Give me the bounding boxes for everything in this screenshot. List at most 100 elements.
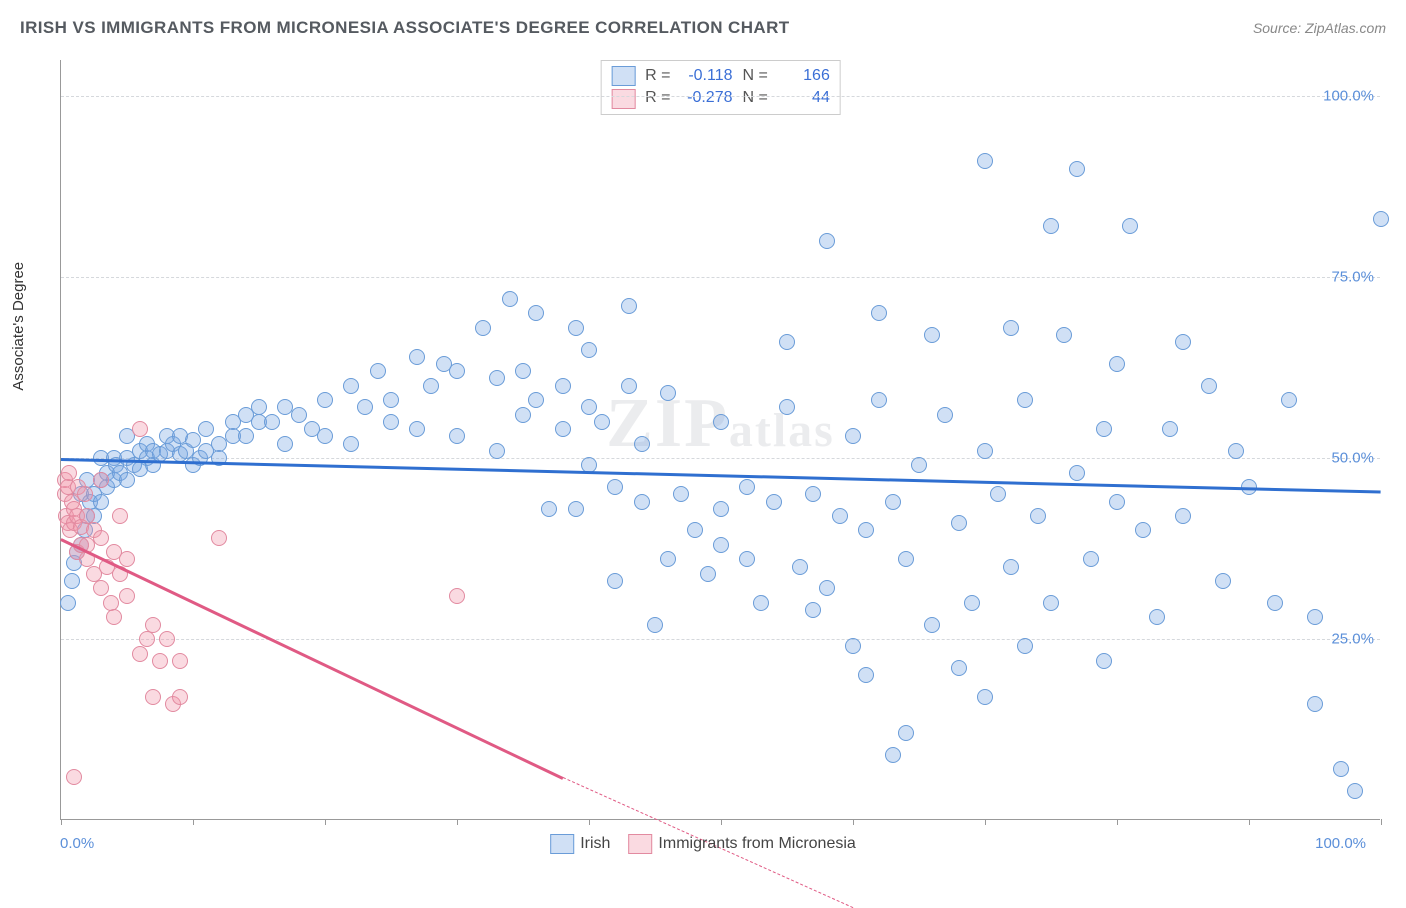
scatter-point-irish [383, 414, 399, 430]
scatter-point-irish [871, 392, 887, 408]
scatter-point-micronesia [112, 508, 128, 524]
scatter-point-irish [858, 522, 874, 538]
scatter-point-irish [383, 392, 399, 408]
scatter-point-irish [1175, 508, 1191, 524]
scatter-point-irish [1281, 392, 1297, 408]
scatter-point-irish [528, 305, 544, 321]
scatter-point-irish [1122, 218, 1138, 234]
scatter-point-irish [924, 327, 940, 343]
scatter-point-irish [687, 522, 703, 538]
scatter-point-irish [1043, 218, 1059, 234]
scatter-point-irish [1307, 696, 1323, 712]
scatter-point-irish [594, 414, 610, 430]
scatter-point-irish [964, 595, 980, 611]
scatter-point-irish [1228, 443, 1244, 459]
scatter-point-micronesia [132, 421, 148, 437]
n-value-irish: 166 [778, 65, 830, 87]
trendline-irish [61, 458, 1381, 493]
scatter-point-irish [805, 602, 821, 618]
scatter-point-irish [621, 378, 637, 394]
x-tick [457, 819, 458, 825]
scatter-point-irish [819, 580, 835, 596]
source-attribution: Source: ZipAtlas.com [1253, 20, 1386, 36]
r-value-irish: -0.118 [681, 65, 733, 87]
scatter-point-irish [317, 392, 333, 408]
scatter-point-micronesia [93, 580, 109, 596]
scatter-point-irish [449, 428, 465, 444]
x-tick [589, 819, 590, 825]
series-legend: Irish Immigrants from Micronesia [550, 834, 856, 854]
scatter-point-irish [1215, 573, 1231, 589]
scatter-point-irish [621, 298, 637, 314]
scatter-point-irish [660, 551, 676, 567]
scatter-point-irish [1201, 378, 1217, 394]
scatter-point-irish [885, 747, 901, 763]
scatter-point-irish [845, 428, 861, 444]
scatter-point-irish [264, 414, 280, 430]
scatter-point-irish [343, 436, 359, 452]
scatter-point-irish [409, 421, 425, 437]
scatter-point-micronesia [449, 588, 465, 604]
scatter-point-irish [898, 551, 914, 567]
scatter-point-micronesia [172, 653, 188, 669]
scatter-point-irish [343, 378, 359, 394]
scatter-point-micronesia [66, 769, 82, 785]
scatter-point-irish [845, 638, 861, 654]
scatter-point-irish [449, 363, 465, 379]
scatter-point-micronesia [93, 472, 109, 488]
scatter-point-irish [60, 595, 76, 611]
scatter-point-irish [634, 494, 650, 510]
scatter-point-irish [1030, 508, 1046, 524]
scatter-point-irish [64, 573, 80, 589]
scatter-point-irish [977, 689, 993, 705]
scatter-point-irish [858, 667, 874, 683]
swatch-irish [550, 834, 574, 854]
x-tick [721, 819, 722, 825]
x-tick [193, 819, 194, 825]
scatter-point-irish [634, 436, 650, 452]
scatter-point-irish [489, 370, 505, 386]
scatter-point-irish [1109, 356, 1125, 372]
scatter-point-micronesia [172, 689, 188, 705]
scatter-point-irish [911, 457, 927, 473]
plot-area: ZIPatlas R = -0.118 N = 166 R = -0.278 N… [60, 60, 1380, 820]
scatter-point-irish [515, 363, 531, 379]
x-tick [1117, 819, 1118, 825]
scatter-point-irish [819, 233, 835, 249]
x-axis-max-label: 100.0% [1315, 835, 1366, 852]
x-tick [1249, 819, 1250, 825]
scatter-point-irish [1307, 609, 1323, 625]
scatter-point-irish [1017, 392, 1033, 408]
r-value-micronesia: -0.278 [681, 87, 733, 109]
scatter-point-irish [1056, 327, 1072, 343]
scatter-point-irish [990, 486, 1006, 502]
scatter-point-irish [1003, 559, 1019, 575]
legend-item-irish: Irish [550, 834, 610, 854]
scatter-point-micronesia [152, 653, 168, 669]
n-label: N = [743, 65, 768, 87]
scatter-point-irish [93, 494, 109, 510]
scatter-point-irish [713, 501, 729, 517]
scatter-point-irish [1043, 595, 1059, 611]
scatter-point-irish [1083, 551, 1099, 567]
scatter-point-irish [1175, 334, 1191, 350]
scatter-point-micronesia [61, 465, 77, 481]
scatter-point-irish [885, 494, 901, 510]
scatter-point-irish [607, 573, 623, 589]
scatter-point-irish [423, 378, 439, 394]
scatter-point-irish [1069, 161, 1085, 177]
scatter-point-irish [568, 320, 584, 336]
scatter-point-micronesia [132, 646, 148, 662]
header: IRISH VS IMMIGRANTS FROM MICRONESIA ASSO… [20, 18, 1386, 38]
scatter-point-irish [898, 725, 914, 741]
scatter-point-irish [581, 342, 597, 358]
chart-container: Associate's Degree ZIPatlas R = -0.118 N… [20, 50, 1386, 860]
y-tick-label: 75.0% [1331, 269, 1374, 286]
scatter-point-irish [977, 153, 993, 169]
scatter-point-irish [607, 479, 623, 495]
scatter-point-micronesia [211, 530, 227, 546]
scatter-point-irish [1347, 783, 1363, 799]
scatter-point-irish [515, 407, 531, 423]
scatter-point-irish [277, 436, 293, 452]
scatter-point-irish [555, 378, 571, 394]
